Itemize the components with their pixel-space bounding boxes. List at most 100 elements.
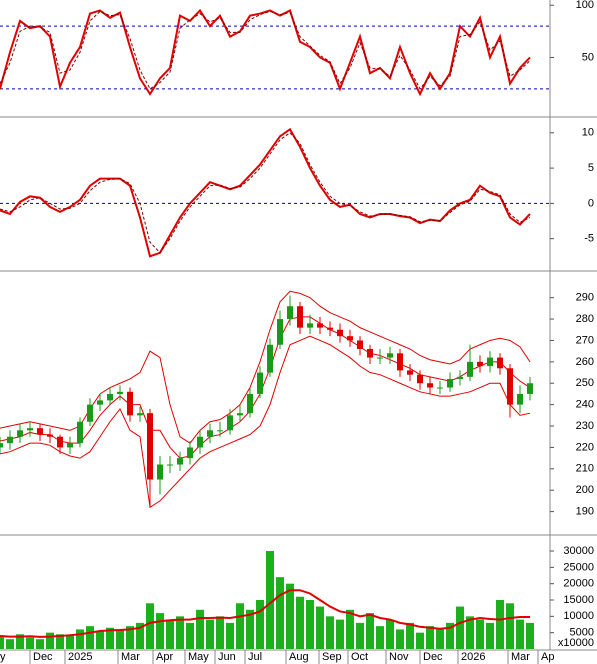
candle-body xyxy=(387,353,393,358)
volume-bar xyxy=(286,583,294,649)
volume-bar xyxy=(296,596,304,649)
volume-bar xyxy=(416,632,424,649)
candle-body xyxy=(247,393,253,414)
series-line xyxy=(0,132,531,254)
volume-bar xyxy=(46,632,54,649)
x-tick-label: Apr xyxy=(156,651,173,663)
candle-body xyxy=(267,344,273,373)
candle-body xyxy=(287,306,293,320)
candle-body xyxy=(237,413,243,416)
candle-body xyxy=(417,374,423,384)
candle-body xyxy=(167,464,173,466)
series-line xyxy=(0,335,531,509)
volume-bar xyxy=(356,622,364,649)
candle-body xyxy=(157,464,163,480)
candle-body xyxy=(217,430,223,432)
y-tick-label: 30000 xyxy=(563,545,594,557)
volume-bar xyxy=(96,631,104,649)
candle-body xyxy=(327,327,333,330)
candle-body xyxy=(187,447,193,459)
x-tick-label: Oct xyxy=(351,651,368,663)
x-tick-label: Ap xyxy=(541,651,554,663)
y-tick-label: 20000 xyxy=(563,578,594,590)
volume-bar xyxy=(406,622,414,649)
candle-body xyxy=(0,443,3,448)
y-tick-label: 220 xyxy=(576,441,594,453)
volume-bar xyxy=(316,606,324,649)
y-tick-label: 5 xyxy=(588,162,594,174)
candle-body xyxy=(347,336,353,341)
volume-bar xyxy=(506,603,514,649)
y-tick-label: 10000 xyxy=(563,610,594,622)
y-tick-label: 210 xyxy=(576,463,594,475)
axis-annotation: x10000 xyxy=(558,637,594,649)
volume-bar xyxy=(446,622,454,649)
candle-body xyxy=(507,368,513,405)
volume-bar xyxy=(6,639,14,649)
candle-body xyxy=(177,458,183,465)
volume-bar xyxy=(436,629,444,649)
y-tick-label: 280 xyxy=(576,313,594,325)
volume-bar xyxy=(0,635,4,649)
candle-body xyxy=(77,421,83,444)
volume-bar xyxy=(16,634,24,649)
candle-body xyxy=(67,443,73,448)
volume-bar xyxy=(216,616,224,649)
candle-body xyxy=(37,428,43,435)
volume-bar xyxy=(346,609,354,649)
volume-bar xyxy=(276,577,284,649)
volume-bar xyxy=(56,634,64,649)
y-tick-label: 50 xyxy=(582,51,594,63)
y-tick-label: 10 xyxy=(582,127,594,139)
volume-bar xyxy=(526,622,534,649)
volume-bar xyxy=(366,613,374,649)
candle-body xyxy=(397,353,403,371)
x-tick-label: 2025 xyxy=(68,651,92,663)
volume-bar xyxy=(326,616,334,649)
volume-bar xyxy=(516,619,524,649)
y-tick-label: 250 xyxy=(576,377,594,389)
volume-bar xyxy=(156,613,164,649)
x-tick-label: Jun xyxy=(218,651,236,663)
y-tick-label: 5000 xyxy=(570,627,594,639)
candle-body xyxy=(87,404,93,422)
y-tick-label: 270 xyxy=(576,334,594,346)
candle-body xyxy=(17,430,23,437)
volume-bar xyxy=(126,626,134,649)
y-tick-label: 190 xyxy=(576,506,594,518)
y-tick-label: -5 xyxy=(584,233,594,245)
volume-bar xyxy=(386,619,394,649)
x-tick-label: Sep xyxy=(322,651,342,663)
y-tick-label: 100 xyxy=(576,0,594,11)
candle-body xyxy=(437,387,443,389)
candle-body xyxy=(497,357,503,369)
volume-bar xyxy=(456,606,464,649)
candle-body xyxy=(97,400,103,405)
volume-bar xyxy=(306,600,314,649)
volume-bar xyxy=(246,609,254,649)
candle-body xyxy=(377,357,383,359)
candle-body xyxy=(127,391,133,416)
y-tick-label: 290 xyxy=(576,292,594,304)
volume-bar xyxy=(36,639,44,649)
volume-bar xyxy=(376,626,384,649)
y-tick-label: 0 xyxy=(588,197,594,209)
candle-body xyxy=(457,376,463,379)
volume-bar xyxy=(476,619,484,649)
candle-body xyxy=(527,383,533,394)
volume-bar xyxy=(26,637,34,649)
candle-body xyxy=(57,436,63,448)
candle-body xyxy=(477,361,483,367)
x-tick-label: 2026 xyxy=(461,651,485,663)
candle-body xyxy=(407,370,413,375)
volume-bar xyxy=(236,603,244,649)
volume-bar xyxy=(206,619,214,649)
x-tick-label: Dec xyxy=(423,651,443,663)
candle-body xyxy=(7,436,13,444)
candle-body xyxy=(277,319,283,345)
candle-body xyxy=(337,329,343,337)
volume-bar xyxy=(196,609,204,649)
y-tick-label: 25000 xyxy=(563,561,594,573)
